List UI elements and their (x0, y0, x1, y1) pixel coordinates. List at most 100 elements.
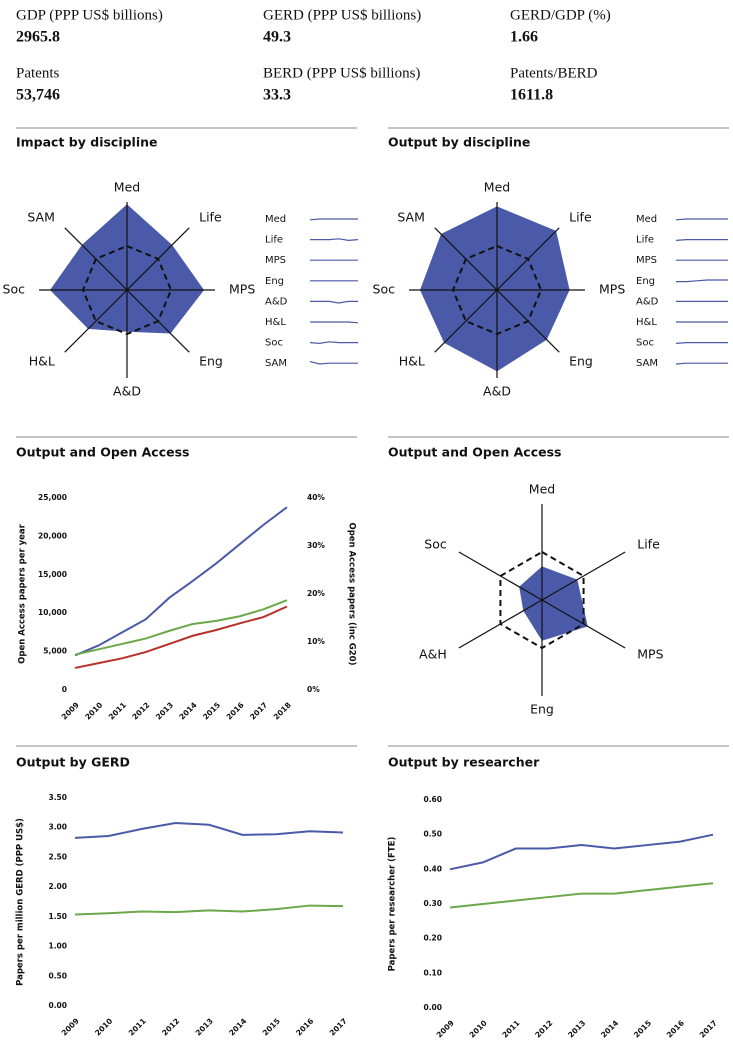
radar-label: MPS (599, 282, 625, 297)
spark-label: Soc (265, 338, 283, 349)
x-tick-label: 2013 (194, 1016, 215, 1037)
sparkline (309, 361, 358, 365)
stat-label: Patents/BERD (510, 65, 598, 81)
spark-label: SAM (636, 358, 658, 369)
section-title: Output by discipline (388, 135, 530, 150)
sparkline (675, 239, 728, 241)
radar-label: Eng (530, 702, 554, 717)
radar-label: Life (569, 209, 592, 224)
x-tick-label: 2015 (632, 1018, 653, 1039)
stat-label: GERD/GDP (%) (510, 7, 611, 23)
radar-label: Med (529, 482, 555, 497)
section-title: Output and Open Access (16, 445, 189, 460)
x-tick-label: 2015 (261, 1016, 282, 1037)
x-tick-label: 2017 (698, 1018, 719, 1039)
spark-label: Eng (265, 276, 284, 287)
sparkline (675, 362, 728, 365)
stat-label: GDP (PPP US$ billions) (16, 7, 163, 23)
y-tick-label: 25,000 (38, 493, 67, 502)
section-title: Output by researcher (388, 755, 540, 770)
radar-axis (434, 289, 498, 353)
x-tick-label: 2009 (60, 1016, 81, 1037)
spark-label: Med (636, 214, 657, 225)
sparkline (675, 218, 728, 221)
stat-value: 49.3 (263, 29, 291, 46)
radar-axis (64, 289, 128, 353)
x-tick-label: 2012 (533, 1018, 554, 1039)
x-tick-label: 2016 (294, 1016, 315, 1037)
y-tick-label: 0.00 (48, 1001, 67, 1010)
y-axis-label: Papers per million GERD (PPP US$) (16, 818, 26, 986)
section-title: Output by GERD (16, 755, 130, 770)
section-title: Output and Open Access (388, 445, 561, 460)
spark-label: A&D (265, 296, 288, 307)
radar-label: A&D (113, 384, 141, 399)
y-axis-label: Open Access papers per year (18, 523, 28, 664)
series-line (74, 599, 288, 656)
stat-label: Patents (16, 65, 59, 81)
stat-value: 2965.8 (16, 29, 60, 46)
radar-label: SAM (27, 209, 55, 224)
x-tick-label: 2009 (435, 1018, 456, 1039)
x-tick-label: 2017 (328, 1016, 349, 1037)
spark-label: Life (636, 235, 654, 246)
x-tick-label: 2014 (177, 700, 198, 721)
series-line (449, 882, 714, 909)
reference-line (451, 244, 543, 336)
stat-label: BERD (PPP US$ billions) (263, 65, 420, 81)
x-tick-label: 2016 (225, 700, 246, 721)
spark-label: A&D (636, 296, 659, 307)
y-tick-label: 3.00 (48, 823, 67, 832)
x-tick-label: 2013 (154, 700, 175, 721)
spark-label: Life (265, 235, 283, 246)
y2-tick-label: 20% (307, 589, 325, 598)
y-tick-label: 20,000 (38, 531, 67, 540)
section-title: Impact by discipline (16, 135, 158, 150)
y-tick-label: 2.00 (48, 882, 67, 891)
sparkline (676, 279, 728, 283)
radar-label: Eng (569, 354, 593, 369)
x-tick-label: 2015 (201, 700, 222, 721)
x-tick-label: 2014 (599, 1018, 620, 1039)
y-tick-label: 0.30 (423, 899, 442, 908)
stat-value: 1611.8 (510, 87, 553, 104)
y-tick-label: 15,000 (38, 570, 67, 579)
sparkline (309, 218, 358, 221)
x-tick-label: 2010 (468, 1018, 489, 1039)
radar-area (420, 206, 570, 372)
y-tick-label: 1.50 (48, 912, 67, 921)
sparkline (675, 342, 728, 344)
spark-label: H&L (265, 317, 286, 328)
y2-tick-label: 40% (307, 493, 325, 502)
radar-label: Med (114, 180, 140, 195)
radar-label: SAM (397, 209, 425, 224)
y-axis-label: Papers per researcher (FTE) (388, 837, 398, 972)
spark-label: Eng (636, 276, 655, 287)
x-tick-label: 2010 (83, 700, 104, 721)
y2-tick-label: 30% (307, 541, 325, 550)
radar-label: Soc (3, 282, 26, 297)
x-tick-label: 2018 (272, 700, 293, 721)
x-tick-label: 2011 (500, 1018, 521, 1039)
radar-axis (541, 551, 626, 601)
spark-label: Soc (636, 338, 654, 349)
series-line (74, 904, 344, 916)
y-tick-label: 0.50 (48, 971, 67, 980)
y-tick-label: 0.00 (423, 1003, 442, 1012)
y-tick-label: 0.40 (423, 864, 442, 873)
sparkline (309, 341, 358, 345)
x-tick-label: 2017 (248, 700, 269, 721)
x-tick-label: 2011 (127, 1016, 148, 1037)
stat-label: GERD (PPP US$ billions) (263, 7, 421, 23)
stat-value: 33.3 (263, 87, 291, 104)
y-tick-label: 0.10 (423, 968, 442, 977)
stat-value: 1.66 (510, 29, 538, 46)
x-tick-label: 2016 (665, 1018, 686, 1039)
x-tick-label: 2010 (93, 1016, 114, 1037)
stat-value: 53,746 (16, 87, 60, 104)
radar-label: A&H (419, 647, 447, 662)
x-tick-label: 2013 (566, 1018, 587, 1039)
radar-label: MPS (637, 647, 663, 662)
